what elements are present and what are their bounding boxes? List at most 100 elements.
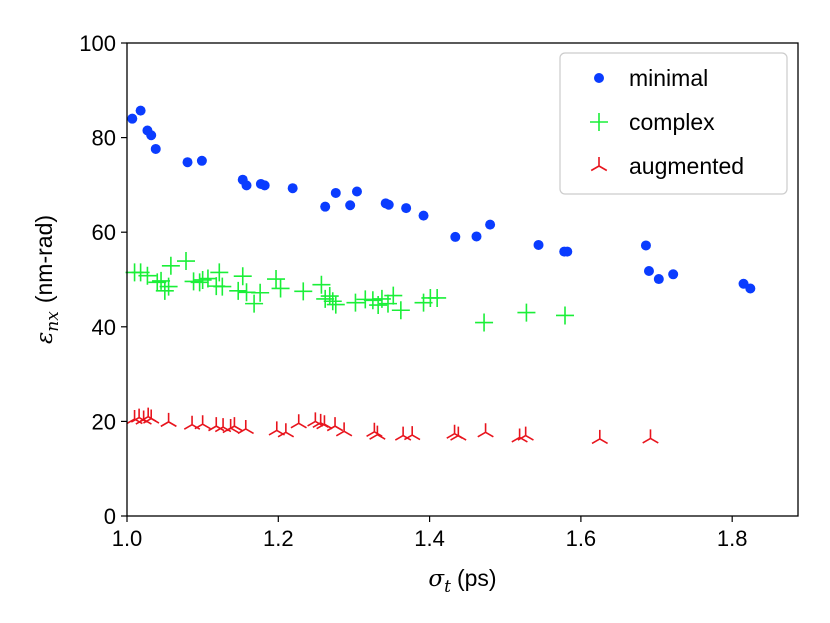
legend-label-complex: complex [629,109,715,135]
x-axis-subscript: t [444,577,451,597]
data-point-minimal [418,210,429,221]
legend-entry-augmented: augmented [590,153,744,179]
data-point-complex [159,277,178,296]
y-tick-label: 40 [92,315,116,340]
y-axis-unit: (nm-rad) [31,215,57,303]
data-point-complex [556,306,575,325]
data-point-minimal [287,183,298,194]
data-point-minimal [668,269,679,280]
data-point-minimal [241,180,252,191]
data-point-augmented [143,409,160,424]
data-point-augmented [268,421,285,436]
data-point-complex [475,313,494,332]
data-point-complex [155,281,174,300]
data-point-minimal [533,239,544,250]
data-point-complex [312,275,331,294]
data-point-complex [267,270,286,289]
legend-marker-minimal [594,73,604,83]
axes: 1.0 1.2 1.4 1.6 1.8 0 20 40 60 80 100 σt (ps) εnx (nm-… [31,31,799,597]
data-point-complex [161,256,180,275]
data-point-complex [210,263,229,282]
x-tick-label: 1.4 [414,526,445,551]
data-point-complex [177,252,196,271]
data-point-complex [190,273,209,292]
legend-marker-augmented [590,157,608,172]
y-axis-subscript: nx [43,311,63,332]
data-point-minimal [643,265,654,276]
data-point-minimal [471,231,482,242]
data-point-augmented [237,419,254,435]
data-point-complex [233,267,252,286]
data-point-minimal [146,130,157,141]
data-point-augmented [403,426,421,441]
y-tick-label: 60 [92,220,116,245]
data-point-complex [428,288,447,307]
data-point-minimal [320,201,331,212]
data-point-minimal [196,155,207,166]
data-point-augmented [290,414,307,429]
y-tick-label: 80 [92,126,116,151]
data-point-complex [251,283,270,302]
data-point-minimal [745,283,756,294]
legend-label-augmented: augmented [629,153,744,179]
series-complex [125,252,575,332]
x-tick-label: 1.2 [263,526,294,551]
data-point-augmented [277,423,295,438]
data-point-complex [391,301,410,320]
axes-frame [126,42,799,517]
x-axis-label: σt (ps) [428,565,496,597]
y-tick-label: 0 [104,504,116,529]
series-augmented [126,407,659,445]
x-axis-unit: (ps) [457,565,497,591]
data-point-complex [414,293,433,312]
data-point-minimal [562,246,573,257]
data-point-complex [323,292,342,311]
y-axis-symbol: ε [32,332,58,344]
data-point-augmented [517,426,534,441]
plot-area [125,105,756,445]
data-point-complex [356,290,375,309]
series-minimal [127,105,756,294]
data-point-augmented [183,415,201,430]
data-point-augmented [326,417,344,432]
y-tick-label: 100 [79,31,116,56]
data-point-augmented [642,429,659,444]
legend-marker-complex [590,113,608,131]
data-point-minimal [135,105,146,116]
data-point-complex [517,303,536,322]
data-point-complex [294,282,313,301]
data-point-complex [326,295,345,314]
data-point-minimal [259,180,270,191]
legend-label-minimal: minimal [629,65,708,91]
data-point-complex [198,269,217,288]
data-point-minimal [330,187,341,198]
x-tick-label: 1.8 [717,526,748,551]
data-point-augmented [160,412,177,428]
data-point-augmented [450,426,467,441]
data-point-minimal [653,274,664,285]
data-point-complex [148,273,167,292]
data-point-complex [363,291,382,310]
data-point-minimal [450,231,461,242]
data-point-minimal [401,203,412,214]
data-point-augmented [366,422,383,437]
y-tick-label: 20 [92,409,116,434]
data-point-complex [346,293,365,312]
data-point-augmented [477,423,494,438]
data-point-minimal [182,157,193,168]
data-point-complex [271,279,290,298]
data-point-minimal [345,200,356,211]
data-point-augmented [226,417,243,432]
data-point-augmented [222,419,239,434]
data-point-minimal [640,240,651,251]
legend-entry-complex: complex [590,109,715,135]
legend-entry-minimal: minimal [594,65,708,91]
legend: minimal complex augmented [559,52,788,195]
data-point-complex [138,266,157,285]
y-axis-label: εnx (nm-rad) [31,215,63,344]
data-point-augmented [194,415,211,430]
data-point-minimal [351,186,362,197]
data-point-minimal [127,113,138,124]
data-point-complex [213,277,232,296]
